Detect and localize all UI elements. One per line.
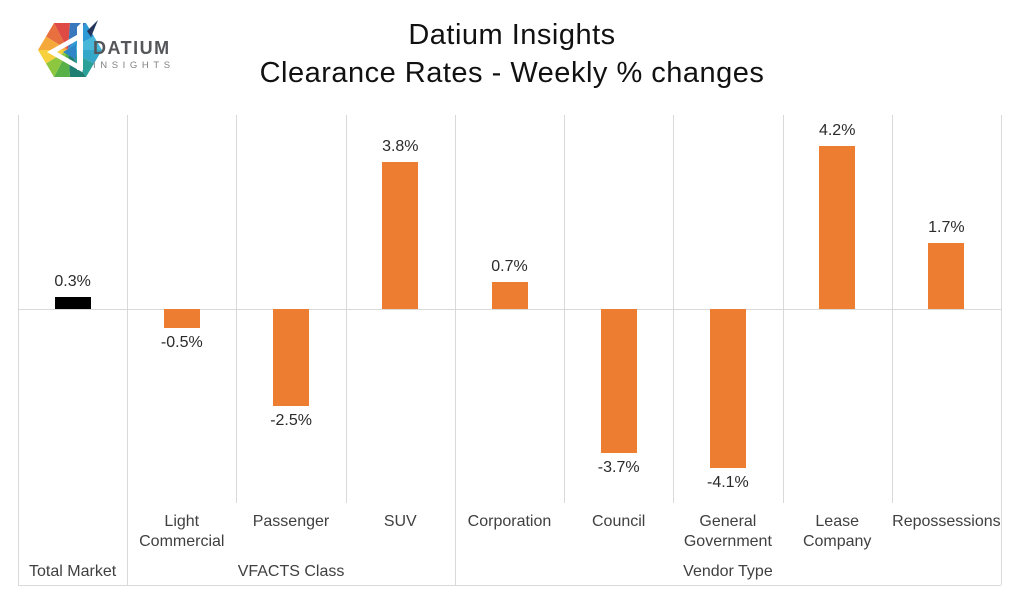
category-label: SUV (383, 513, 417, 530)
bar-value-label: 0.3% (54, 273, 91, 291)
logo-accent-triangle (87, 20, 98, 37)
group-separator-line (454, 115, 456, 585)
logo-brand-text: DATIUM (93, 38, 171, 58)
logo-wordmark: DATIUM INSIGHTS (93, 39, 175, 71)
group-label-vendor-type: Vendor Type (683, 563, 773, 580)
bar-lease-company (819, 146, 856, 309)
bar-value-label: 0.7% (491, 257, 528, 275)
bar-value-label: -0.5% (160, 334, 203, 352)
group-label-total-market: Total Market (29, 563, 117, 580)
axis-bottom-line (18, 585, 1001, 586)
bar-value-label: -3.7% (597, 458, 640, 476)
category-label: Repossessions (892, 513, 1001, 530)
bar-value-label: -2.5% (270, 412, 312, 429)
bar-suv (382, 161, 419, 309)
group-separator-line (127, 115, 129, 585)
bar-corporation (491, 281, 528, 309)
chart-title: Datium Insights Clearance Rates - Weekly… (0, 16, 1024, 92)
bar-value-label: -4.1% (706, 474, 749, 492)
category-label: Council (592, 513, 646, 530)
group-label-vfacts-class: VFACTS Class (237, 563, 345, 580)
bar-general-government (709, 309, 746, 469)
category-label: Light Commercial (139, 513, 225, 550)
group-separator-line (1001, 115, 1002, 585)
bar-repossessions (928, 243, 965, 309)
chart-title-line1: Datium Insights (408, 19, 616, 51)
bar-value-label: 4.2% (818, 122, 856, 139)
bar-total-market (54, 297, 91, 309)
logo-sub-text: INSIGHTS (93, 60, 175, 71)
category-label: Passenger (252, 513, 330, 530)
zero-baseline (18, 309, 1001, 310)
bar-value-label: 1.7% (928, 219, 965, 236)
logo-letter-d (46, 21, 83, 73)
category-label: Lease Company (802, 513, 872, 550)
bar-council (600, 309, 637, 453)
datium-insights-logo-icon (38, 20, 102, 77)
group-separator-line (18, 115, 19, 585)
bar-passenger (273, 309, 310, 406)
category-label: Corporation (467, 513, 552, 530)
bar-value-label: 3.8% (382, 137, 419, 155)
chart-title-line2: Clearance Rates - Weekly % changes (259, 57, 765, 89)
bar-light-commercial (163, 309, 200, 329)
category-label: General Government (683, 513, 772, 550)
